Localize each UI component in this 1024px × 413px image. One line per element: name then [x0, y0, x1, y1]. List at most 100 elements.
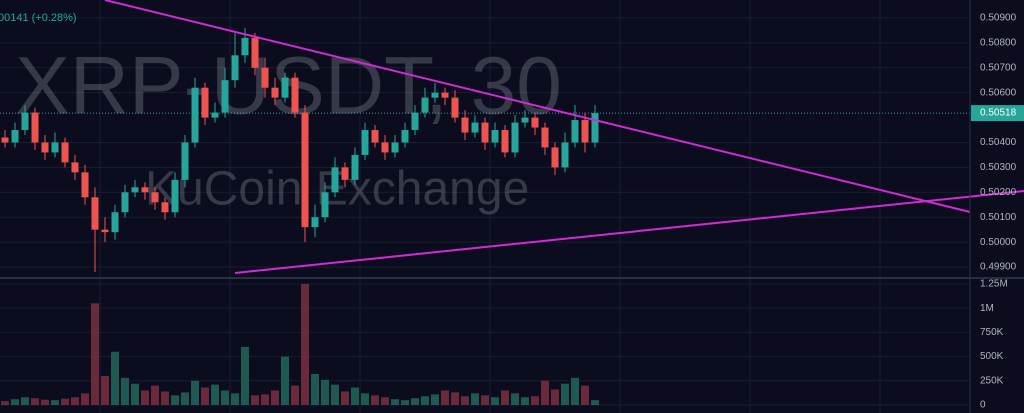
candle-body: [151, 192, 159, 203]
volume-bar: [591, 400, 599, 405]
candle-body: [321, 192, 329, 218]
last-price-label: 0.50518: [980, 108, 1017, 119]
volume-bar: [581, 385, 589, 405]
volume-bar: [131, 383, 139, 405]
candle-body: [491, 130, 499, 143]
volume-bar: [41, 399, 49, 405]
volume-bar: [101, 375, 109, 405]
candle-body: [271, 87, 279, 98]
volume-bar: [561, 383, 569, 405]
y-tick-label: 0.50700: [980, 62, 1017, 73]
volume-bar: [61, 398, 69, 405]
volume-tick-label: 1.25M: [980, 279, 1008, 290]
candle-body: [581, 120, 589, 143]
candle-body: [241, 37, 249, 56]
volume-bar: [111, 351, 119, 405]
y-tick-label: 0.50400: [980, 137, 1017, 148]
candle-body: [331, 167, 339, 193]
volume-tick-label: 250K: [980, 375, 1004, 386]
volume-bar: [161, 391, 169, 405]
candle-body: [281, 77, 289, 98]
candle-body: [41, 142, 49, 153]
volume-bar: [391, 399, 399, 405]
candle-body: [161, 202, 169, 213]
volume-bar: [21, 397, 29, 405]
candle-body: [81, 172, 89, 198]
candle-body: [181, 142, 189, 180]
volume-bar: [501, 390, 509, 405]
axes: 0.49900 0.50000 0.50100 0.50200 0.50300 0.504…: [971, 13, 1024, 411]
candle-body: [221, 80, 229, 113]
trendline: [104, 0, 971, 213]
y-tick-label: 0.50200: [980, 187, 1017, 198]
candle-body: [131, 187, 139, 193]
candle-body: [571, 120, 579, 143]
candle-body: [21, 112, 29, 131]
candle-body: [311, 217, 319, 228]
y-tick-label: 0.49900: [980, 262, 1017, 273]
volume-bar: [31, 398, 39, 405]
volume-bar: [421, 396, 429, 405]
volume-bar: [71, 397, 79, 405]
candle-body: [441, 92, 449, 98]
volume-bar: [141, 390, 149, 405]
price-pane: [1, 27, 599, 273]
y-tick-label: 0.50000: [980, 237, 1017, 248]
candle-body: [341, 167, 349, 180]
volume-tick-label: 0: [980, 400, 986, 411]
volume-bar: [461, 396, 469, 405]
volume-bar: [441, 390, 449, 405]
candle-body: [251, 37, 259, 68]
candle-body: [401, 130, 409, 143]
volume-bar: [341, 391, 349, 405]
volume-bar: [491, 397, 499, 405]
candle-body: [381, 142, 389, 153]
volume-bar: [221, 390, 229, 405]
candle-body: [451, 97, 459, 118]
volume-bar: [281, 356, 289, 405]
volume-bar: [321, 379, 329, 405]
candle-body: [561, 142, 569, 168]
candle-body: [211, 112, 219, 118]
volume-pane: [1, 283, 599, 405]
candle-body: [11, 130, 19, 143]
candle-body: [171, 179, 179, 213]
volume-bar: [401, 400, 409, 405]
candle-body: [421, 97, 429, 113]
trendline: [234, 190, 1024, 274]
volume-bar: [201, 387, 209, 405]
volume-bar: [261, 394, 269, 405]
candle-body: [551, 147, 559, 168]
volume-tick-label: 750K: [980, 327, 1004, 338]
volume-bar: [11, 399, 19, 405]
candle-body: [201, 87, 209, 118]
candle-body: [501, 130, 509, 153]
grid: [0, 17, 970, 406]
header-change: 00141 (+0.28%): [0, 12, 77, 24]
candle-body: [521, 117, 529, 123]
volume-bar: [451, 392, 459, 405]
candle-body: [431, 92, 439, 98]
volume-bar: [171, 395, 179, 405]
volume-bar: [551, 389, 559, 405]
candle-body: [391, 142, 399, 153]
volume-bar: [521, 397, 529, 405]
volume-tick-label: 500K: [980, 351, 1004, 362]
volume-bar: [51, 400, 59, 405]
volume-bar: [571, 377, 579, 405]
volume-bar: [531, 396, 539, 405]
candle-body: [121, 192, 129, 213]
volume-bar: [191, 380, 199, 405]
candle-body: [261, 67, 269, 88]
volume-bar: [431, 394, 439, 405]
candle-body: [371, 130, 379, 143]
candle-body: [191, 87, 199, 143]
volume-bar: [481, 395, 489, 405]
y-tick-label: 0.50300: [980, 162, 1017, 173]
candle-body: [71, 162, 79, 173]
candle-body: [411, 112, 419, 131]
volume-bar: [271, 390, 279, 405]
candle-body: [141, 187, 149, 193]
volume-bar: [231, 393, 239, 405]
